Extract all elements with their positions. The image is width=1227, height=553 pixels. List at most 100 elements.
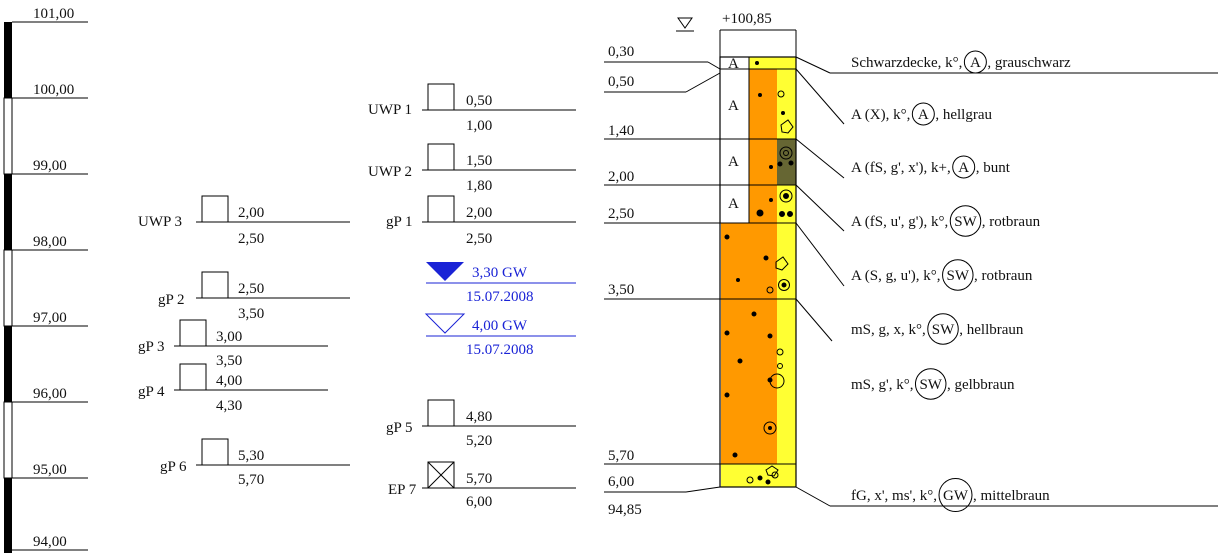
sample-marker: gP 3 3,00 3,50 — [138, 319, 328, 369]
sample-box — [427, 399, 455, 427]
sample-bottom-depth: 5,20 — [466, 433, 492, 449]
depth-label: 5,70 — [608, 448, 634, 464]
scale-bar-white — [3, 97, 13, 175]
soil-group-symbol: SW — [954, 214, 977, 230]
layer-fill — [749, 57, 796, 69]
soil-group-symbol: SW — [947, 268, 970, 284]
sample-box — [427, 143, 455, 171]
elevation-label: 96,00 — [33, 386, 67, 402]
soil-group-circle — [911, 102, 935, 126]
elevation-label: 101,00 — [33, 6, 74, 22]
sample-id: UWP 3 — [138, 214, 182, 230]
layer-text: A (S, g, u'), k°, — [851, 268, 941, 284]
groundwater-filled-triangle-icon — [426, 262, 464, 281]
sample-bottom-depth: 5,70 — [238, 472, 264, 488]
scale-bar-black — [4, 326, 12, 402]
soil-group-circle — [938, 478, 973, 512]
layer-description: fG, x', ms', k°, GW, mittelbraun — [851, 478, 1050, 512]
layer-description: mS, g, x, k°, SW, hellbraun — [851, 313, 1024, 345]
layer-fill — [721, 464, 796, 487]
soil-group-symbol: A — [970, 55, 981, 71]
sample-bottom-depth: 1,80 — [466, 178, 492, 194]
sample-marker: EP 7 5,70 6,00 — [388, 461, 576, 510]
scale-bar-black — [4, 174, 12, 250]
soil-group-symbol: SW — [919, 377, 942, 393]
bottom-elevation: 94,85 — [608, 502, 642, 518]
sample-top-depth: 5,30 — [238, 448, 264, 464]
sample-marker: gP 1 2,00 2,50 — [386, 195, 576, 247]
layer-color: , hellbraun — [959, 322, 1024, 338]
layer-description: A (X), k°, A , hellgrau — [851, 102, 992, 126]
layer-fill — [749, 185, 777, 223]
sample-top-depth: 2,50 — [238, 281, 264, 297]
soil-group-circle — [942, 259, 974, 291]
layer-color: , rotbraun — [982, 214, 1041, 230]
soil-group-circle — [949, 205, 982, 237]
groundwater-open-triangle-icon — [424, 313, 466, 334]
layer-fill — [721, 139, 749, 185]
sample-box — [201, 271, 229, 299]
elevation-label: 95,00 — [33, 462, 67, 478]
elevation-label: 98,00 — [33, 234, 67, 250]
elevation-label: 100,00 — [33, 82, 74, 98]
layer-color: , bunt — [976, 160, 1011, 176]
sample-box — [201, 195, 229, 223]
layer-fill — [721, 57, 749, 69]
layer-description: A (fS, u', g'), k°, SW , rotbraun — [851, 205, 1041, 237]
depth-label: 6,00 — [608, 474, 634, 490]
layer-fill — [749, 69, 777, 139]
sample-top-depth: 0,50 — [466, 93, 492, 109]
soil-group-circle — [952, 155, 976, 179]
fill-symbol-a: A — [728, 56, 739, 72]
sample-box — [179, 319, 207, 347]
sample-marker: UWP 3 2,00 2,50 — [138, 195, 350, 247]
layer-text: A (X), k°, — [851, 107, 910, 123]
sample-box — [427, 83, 455, 111]
depth-label: 0,30 — [608, 44, 634, 60]
depth-label: 3,50 — [608, 282, 634, 298]
sample-id: gP 5 — [386, 420, 413, 436]
sample-bottom-depth: 2,50 — [238, 231, 264, 247]
layer-color: , mittelbraun — [973, 488, 1050, 504]
layer-fill — [777, 223, 796, 464]
soil-group-symbol: GW — [943, 488, 969, 504]
layer-text: mS, g', k°, — [851, 377, 913, 393]
layer-text: A (fS, g', x'), k+, — [851, 160, 951, 176]
layer-color: , hellgrau — [935, 107, 992, 123]
soil-group-symbol: A — [918, 107, 929, 123]
groundwater-date: 15.07.2008 — [466, 342, 534, 358]
groundwater-depth: 3,30 GW — [472, 265, 528, 281]
layer-fill — [777, 69, 796, 139]
layer-color: , grauschwarz — [987, 55, 1071, 71]
groundwater-marker: 4,00 GW 15.07.2008 — [424, 313, 576, 358]
sample-id: UWP 2 — [368, 164, 412, 180]
sample-top-depth: 1,50 — [466, 153, 492, 169]
borehole-column: +100,85 A A — [604, 11, 1218, 518]
sample-id: EP 7 — [388, 482, 417, 498]
sample-top-depth: 2,00 — [466, 205, 492, 221]
column-outline — [719, 56, 797, 488]
sample-id: gP 1 — [386, 214, 413, 230]
sample-marker: gP 4 4,00 4,30 — [138, 363, 328, 414]
sample-bottom-depth: 2,50 — [466, 231, 492, 247]
sample-top-depth: 3,00 — [216, 329, 242, 345]
scale-bar-white — [3, 249, 13, 327]
sample-box — [201, 438, 229, 466]
scale-bar-black — [4, 478, 12, 553]
scale-bar-black — [4, 22, 12, 98]
sample-bottom-depth: 6,00 — [466, 494, 492, 510]
soil-group-symbol: SW — [932, 322, 955, 338]
layer-text: A (fS, u', g'), k°, — [851, 214, 948, 230]
groundwater-date: 15.07.2008 — [466, 289, 534, 305]
sample-id: gP 6 — [160, 459, 187, 475]
groundwater-marker: 3,30 GW 15.07.2008 — [426, 262, 576, 305]
fill-symbol-a: A — [728, 154, 739, 170]
layer-fill — [777, 185, 796, 223]
layer-description: mS, g', k°, SW , gelbbraun — [851, 368, 1015, 400]
layer-color: , rotbraun — [974, 268, 1033, 284]
layer-description: Schwarzdecke, k°, A , grauschwarz — [851, 50, 1071, 74]
layer-text: mS, g, x, k°, — [851, 322, 926, 338]
sample-box — [179, 363, 207, 391]
sample-id: gP 4 — [138, 384, 165, 400]
